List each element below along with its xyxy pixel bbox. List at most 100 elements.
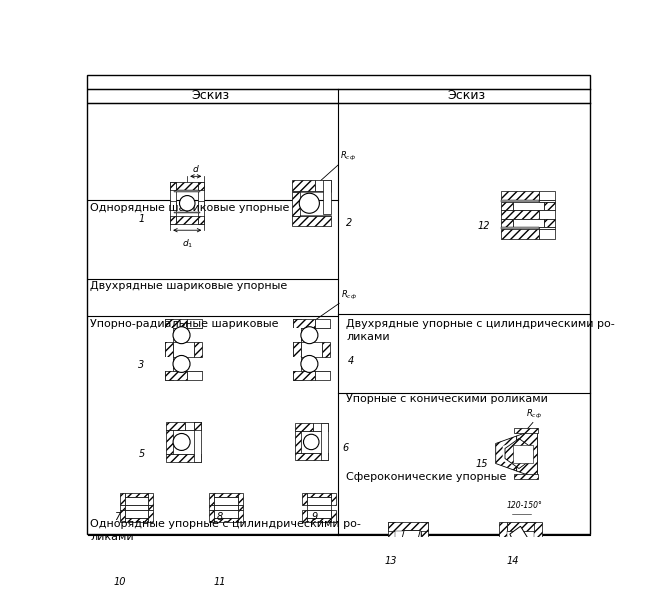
Polygon shape	[398, 531, 420, 554]
Bar	[170, 183, 176, 206]
Bar	[388, 554, 428, 562]
Bar	[293, 319, 315, 328]
Bar	[210, 510, 214, 522]
Bar	[222, 583, 245, 587]
Bar	[507, 531, 534, 554]
Bar	[129, 570, 152, 576]
Bar	[187, 319, 202, 328]
Text: $R_{сф}$: $R_{сф}$	[340, 150, 356, 163]
Bar	[214, 493, 237, 497]
Bar	[512, 203, 544, 210]
Text: Двухрядные шариковые упорные: Двухрядные шариковые упорные	[91, 282, 288, 291]
Bar	[330, 493, 336, 505]
Bar	[315, 371, 330, 380]
Bar	[170, 201, 176, 224]
Bar	[303, 493, 307, 505]
Bar	[507, 522, 534, 531]
Bar	[388, 522, 395, 562]
Polygon shape	[505, 438, 533, 469]
Text: Эскиз: Эскиз	[447, 89, 486, 102]
Bar	[388, 522, 428, 531]
Bar	[501, 210, 539, 219]
Bar	[165, 371, 187, 380]
Bar	[293, 357, 301, 371]
Bar	[165, 454, 201, 462]
Bar	[198, 216, 204, 224]
Bar	[126, 510, 149, 517]
Bar	[501, 191, 539, 200]
Bar	[245, 576, 251, 587]
Bar	[165, 343, 173, 357]
Bar	[539, 200, 555, 203]
Bar	[499, 522, 507, 562]
Bar	[222, 558, 245, 563]
Bar	[124, 558, 129, 570]
Bar	[165, 422, 185, 430]
Bar	[222, 563, 245, 570]
Text: Упорно-радиальные шариковые: Упорно-радиальные шариковые	[91, 319, 279, 329]
Circle shape	[299, 193, 319, 213]
Bar	[421, 522, 428, 562]
Polygon shape	[517, 429, 537, 479]
Bar	[129, 583, 152, 587]
Circle shape	[303, 434, 319, 450]
Bar	[124, 570, 129, 576]
Bar	[175, 212, 200, 213]
Circle shape	[301, 327, 318, 344]
Bar	[149, 510, 153, 522]
Bar	[539, 227, 555, 229]
Bar	[120, 510, 126, 522]
Polygon shape	[502, 441, 517, 466]
Bar	[544, 203, 555, 210]
Bar	[321, 423, 327, 461]
Bar	[170, 216, 176, 224]
Bar	[214, 497, 237, 505]
Bar	[165, 357, 173, 371]
Bar	[539, 210, 555, 219]
Bar	[293, 328, 301, 343]
Bar	[307, 517, 330, 522]
Bar	[292, 192, 300, 216]
Text: 9: 9	[312, 512, 318, 522]
Bar	[149, 493, 153, 505]
Text: Двухрядные упорные с цилиндрическими ро-
ликами: Двухрядные упорные с цилиндрическими ро-…	[346, 319, 615, 343]
Bar	[187, 371, 202, 380]
Text: 15: 15	[475, 458, 488, 469]
Bar	[295, 453, 327, 461]
Bar	[303, 510, 307, 522]
Bar	[501, 227, 539, 229]
Text: Сфероконические упорные: Сфероконические упорные	[346, 472, 506, 482]
Bar	[295, 431, 301, 453]
Bar	[307, 510, 330, 517]
Bar	[214, 517, 237, 522]
Bar	[120, 493, 126, 505]
Bar	[293, 343, 301, 357]
Bar	[129, 558, 152, 563]
Bar	[217, 570, 222, 576]
Bar	[194, 422, 201, 430]
Bar	[307, 493, 330, 497]
Text: 10: 10	[114, 577, 126, 587]
Bar	[194, 343, 202, 357]
Text: 6: 6	[342, 443, 348, 453]
Text: $R_{сф}$: $R_{сф}$	[341, 289, 357, 302]
Bar	[501, 200, 539, 203]
Bar	[210, 493, 214, 505]
Bar	[198, 201, 204, 224]
Bar	[210, 505, 214, 510]
Bar	[237, 505, 243, 510]
Bar	[292, 180, 315, 191]
Text: 7: 7	[114, 512, 120, 522]
Bar	[222, 576, 245, 583]
Circle shape	[301, 355, 318, 373]
Bar	[222, 570, 245, 576]
Bar	[152, 576, 157, 587]
Text: $d_1$: $d_1$	[182, 238, 193, 250]
Bar	[165, 319, 187, 328]
Text: Упорные с коническими роликами: Упорные с коническими роликами	[346, 394, 548, 403]
Bar	[313, 423, 327, 431]
Bar	[539, 229, 555, 239]
Bar	[501, 219, 512, 227]
Bar	[194, 422, 201, 462]
Bar	[126, 497, 149, 505]
